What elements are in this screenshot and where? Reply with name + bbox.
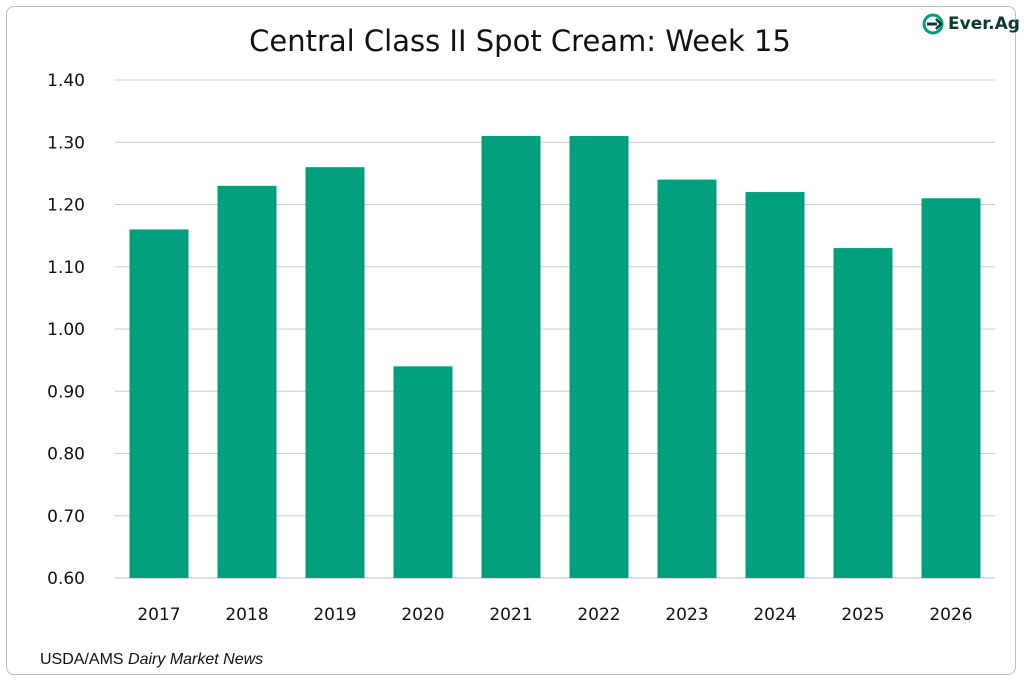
y-tick-label: 1.10 — [47, 258, 85, 278]
source-prefix: USDA/AMS — [40, 651, 124, 668]
bar-2026 — [921, 198, 981, 578]
y-tick-label: 1.00 — [47, 320, 85, 340]
x-tick-label: 2024 — [753, 605, 796, 625]
bar-2023 — [657, 179, 717, 578]
x-tick-label: 2019 — [313, 605, 356, 625]
y-tick-label: 0.90 — [47, 382, 85, 402]
bar-2017 — [129, 229, 189, 578]
source-publication: Dairy Market News — [128, 651, 264, 668]
bar-2020 — [393, 366, 453, 578]
x-tick-label: 2020 — [401, 605, 444, 625]
y-tick-label: 1.30 — [47, 133, 85, 153]
bar-2022 — [569, 136, 629, 578]
bar-2018 — [217, 185, 277, 578]
x-tick-label: 2022 — [577, 605, 620, 625]
x-tick-label: 2025 — [841, 605, 884, 625]
chart-title: Central Class II Spot Cream: Week 15 — [249, 24, 791, 58]
y-tick-label: 0.80 — [47, 445, 85, 465]
bar-2025 — [833, 248, 893, 578]
bar-2021 — [481, 136, 541, 578]
ever-ag-logo: Ever.Ag — [922, 12, 1020, 36]
y-tick-label: 1.20 — [47, 196, 85, 216]
ever-ag-logo-mark-icon — [922, 13, 944, 35]
bar-2024 — [745, 192, 805, 579]
x-tick-label: 2021 — [489, 605, 532, 625]
bar-2019 — [305, 167, 365, 578]
x-tick-label: 2026 — [929, 605, 972, 625]
x-tick-label: 2017 — [137, 605, 180, 625]
x-axis-ticks: 2017 2018 2019 2020 2021 2022 2023 2024 2025 2026 — [137, 605, 972, 625]
source-note: USDA/AMS Dairy Market News — [40, 651, 263, 669]
y-tick-label: 0.60 — [47, 569, 85, 589]
bars — [129, 136, 981, 579]
y-tick-label: 1.40 — [47, 71, 85, 91]
ever-ag-logo-text: Ever.Ag — [948, 14, 1020, 34]
y-tick-label: 0.70 — [47, 507, 85, 527]
y-axis-ticks: 0.60 0.70 0.80 0.90 1.00 1.10 1.20 1.30 1.40 — [47, 71, 85, 589]
x-tick-label: 2023 — [665, 605, 708, 625]
x-tick-label: 2018 — [225, 605, 268, 625]
